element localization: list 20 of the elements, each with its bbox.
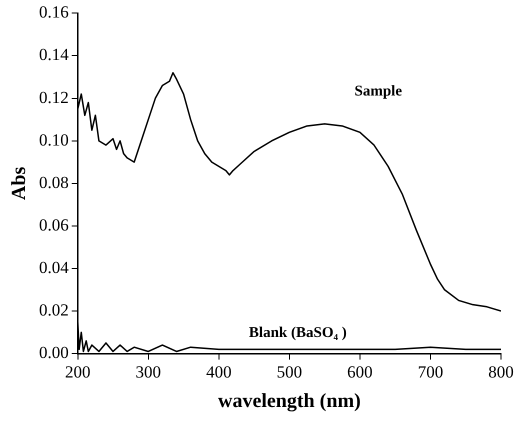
y-tick-label: 0.02 xyxy=(39,300,69,320)
x-tick-label: 300 xyxy=(136,362,162,382)
x-tick-label: 200 xyxy=(65,362,90,382)
y-tick-label: 0.06 xyxy=(39,215,69,234)
y-tick-label: 0.00 xyxy=(39,343,69,362)
y-tick-label: 0.14 xyxy=(39,45,70,64)
y-tick-label: 0.10 xyxy=(39,130,69,150)
series-label: Blank (BaSO₄ ) xyxy=(248,325,347,342)
y-tick-label: 0.16 xyxy=(39,2,69,22)
series-label: Sample xyxy=(354,83,402,100)
y-axis-title: Abs xyxy=(8,166,30,200)
x-tick-label: 600 xyxy=(347,362,373,382)
y-tick-label: 0.08 xyxy=(39,172,69,192)
x-tick-label: 500 xyxy=(276,362,302,382)
x-tick-label: 400 xyxy=(206,362,232,382)
y-tick-label: 0.04 xyxy=(39,258,70,277)
y-tick-label: 0.12 xyxy=(39,88,69,107)
x-tick-label: 700 xyxy=(418,362,444,382)
x-tick-label: 800 xyxy=(488,362,514,382)
x-axis-title: wavelength (nm) xyxy=(218,390,361,412)
